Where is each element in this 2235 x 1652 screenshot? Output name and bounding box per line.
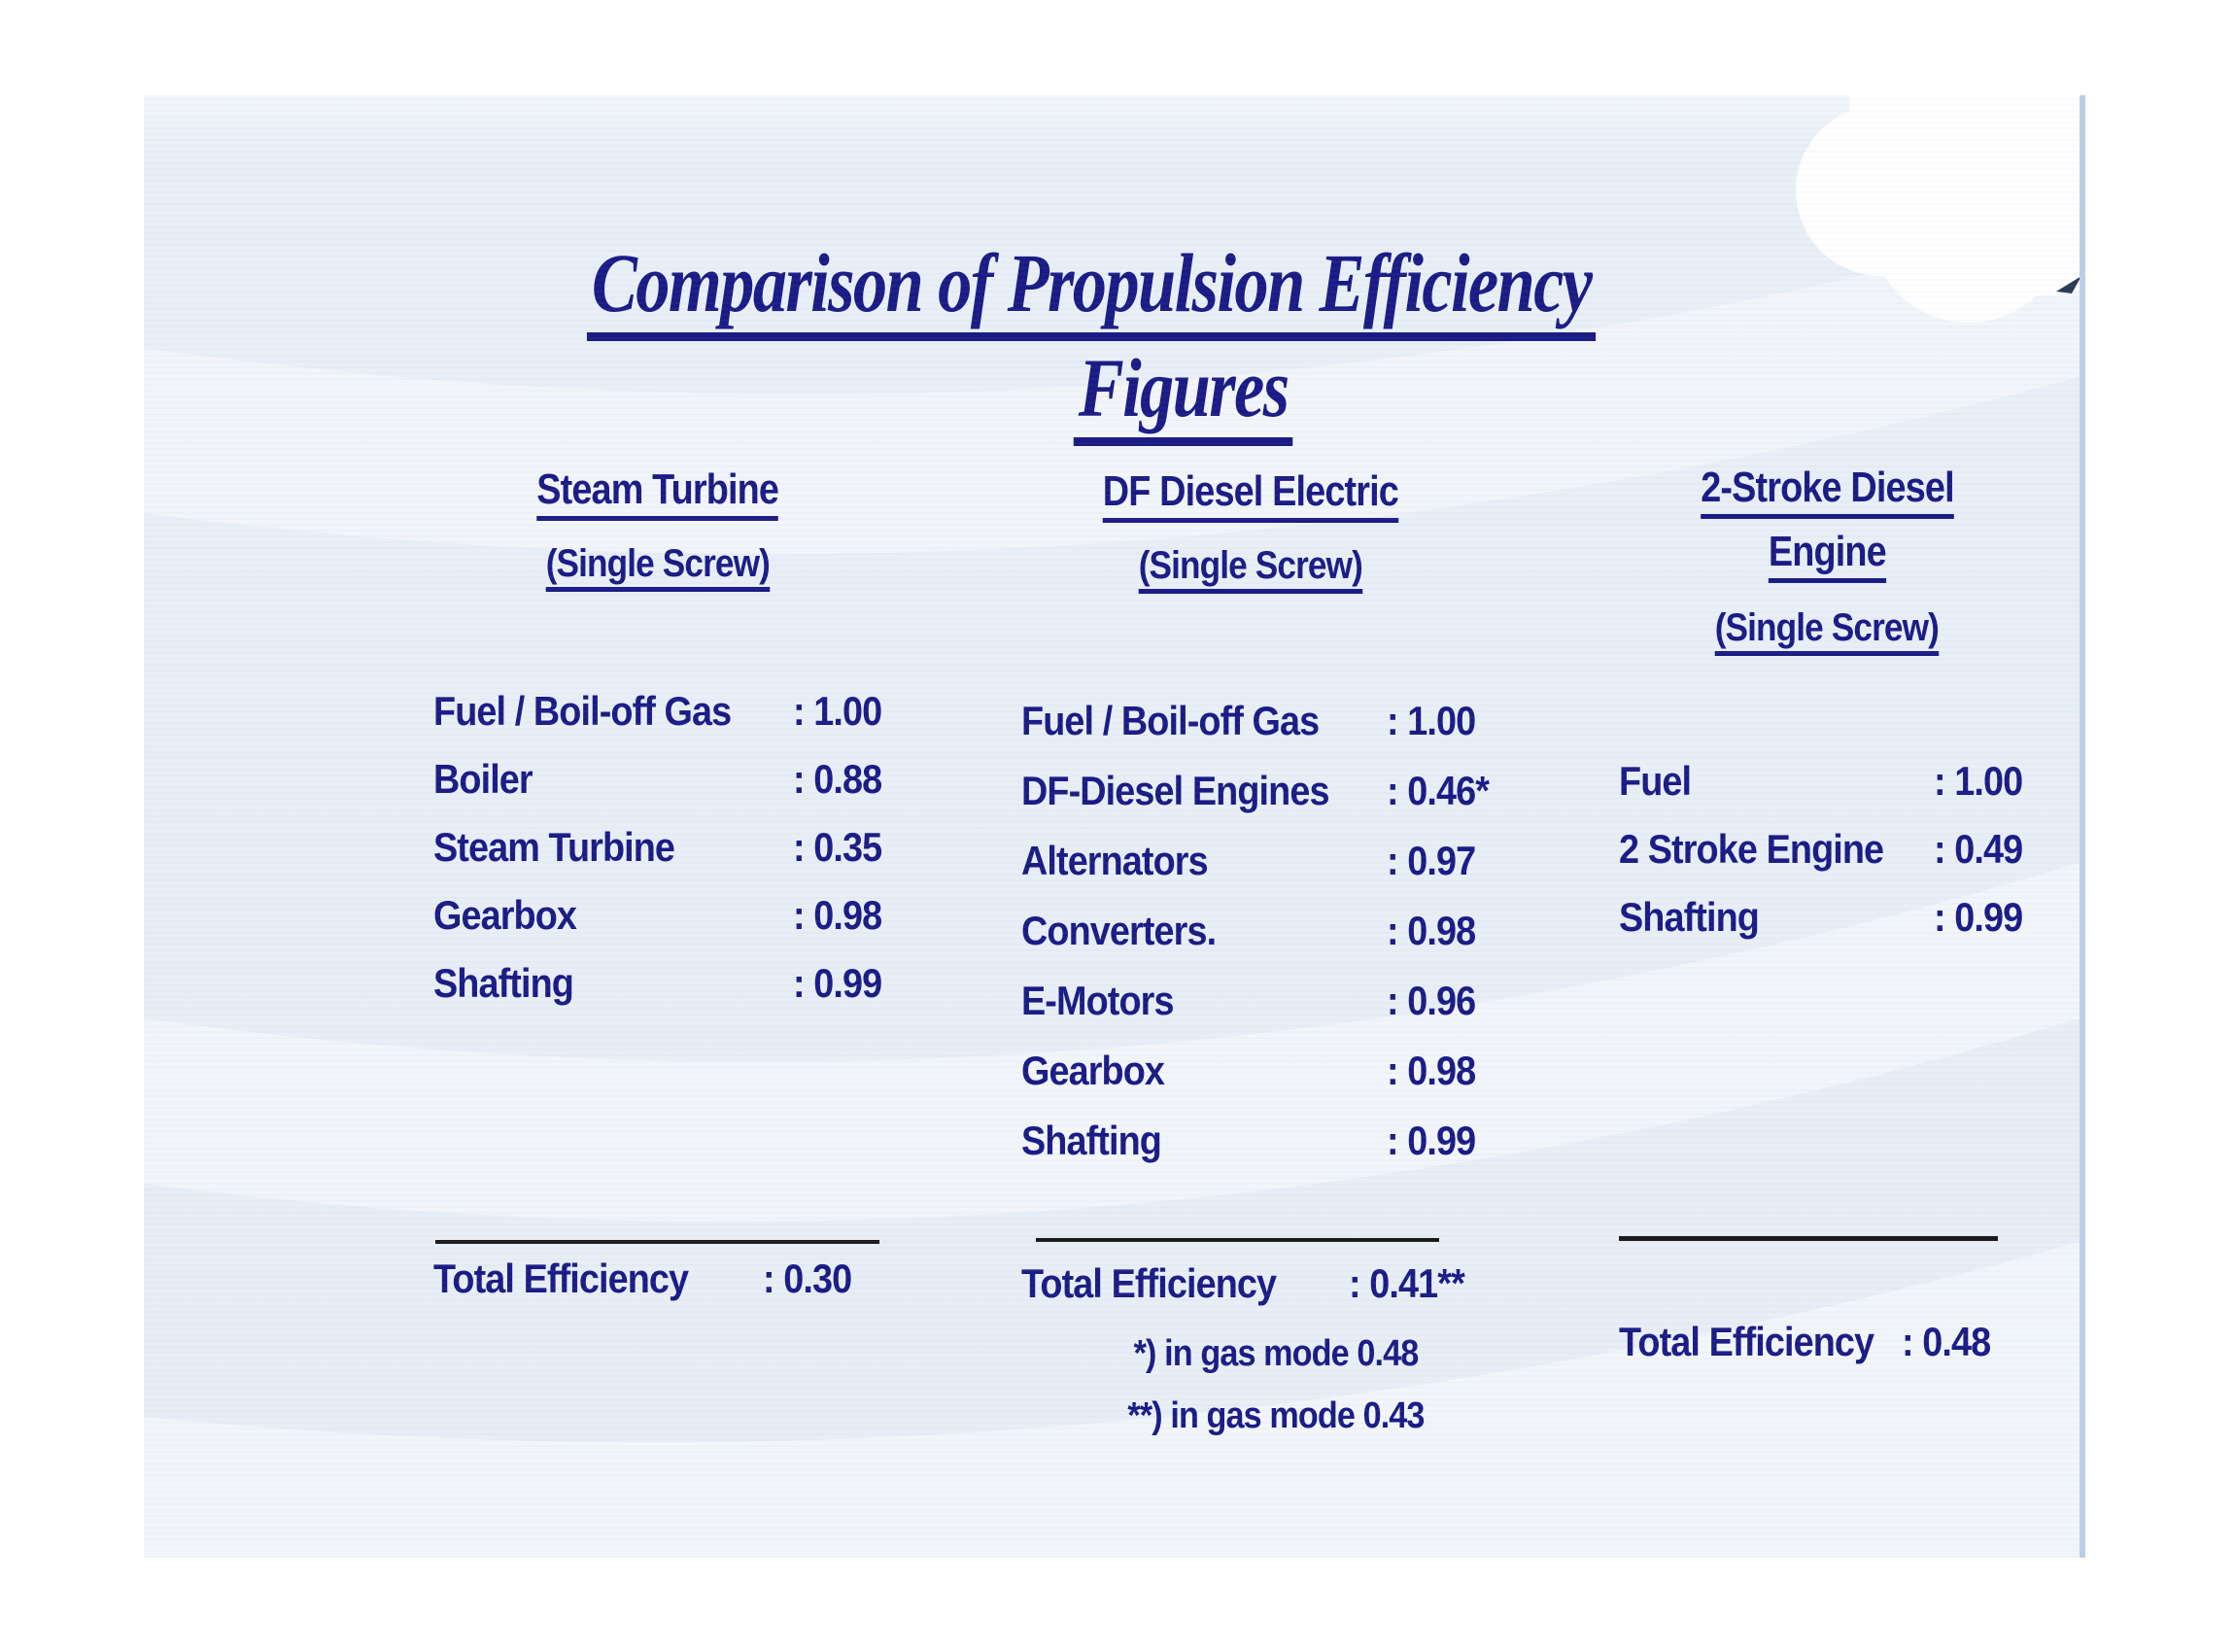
item-value: : 1.00 [793, 688, 882, 734]
efficiency-list-2-stroke-diesel: Fuel : 1.00 2 Stroke Engine : 0.49 Shaft… [1619, 758, 2035, 964]
item-value: : 1.00 [1387, 698, 1476, 743]
wave-band-middle [144, 863, 2080, 1222]
column-subheader-text: (Single Screw) [545, 544, 771, 592]
item-value: : 0.49 [1934, 826, 2023, 872]
item-value: : 0.98 [793, 892, 882, 938]
total-value: : 0.41** [1349, 1260, 1465, 1306]
list-item: Alternators : 0.97 [1021, 838, 1480, 910]
wave-band-lower [144, 1242, 2080, 1558]
column-subheader-2-stroke-diesel: (Single Screw) [1619, 608, 2035, 656]
item-label: Alternators [1021, 838, 1209, 883]
wave-band-upper [144, 222, 2080, 555]
list-item: DF-Diesel Engines : 0.46* [1021, 768, 1490, 840]
column-subheader-steam-turbine: (Single Screw) [433, 544, 882, 592]
item-label: Shafting [1619, 894, 1760, 940]
total-row-steam-turbine: Total Efficiency : 0.30 [433, 1256, 882, 1301]
item-label: Boiler [433, 756, 533, 802]
footnotes: *) in gas mode 0.48 **) in gas mode 0.43 [1043, 1335, 1509, 1434]
item-value: : 0.99 [793, 960, 882, 1006]
page-title-line-1: Comparison of Propulsion Efficiency [586, 241, 1597, 341]
column-header-df-diesel-electric: DF Diesel Electric [1021, 470, 1480, 523]
item-value: : 0.46* [1387, 768, 1490, 813]
item-label: Fuel / Boil-off Gas [433, 688, 732, 734]
item-value: : 0.35 [793, 824, 882, 870]
list-item: Steam Turbine : 0.35 [433, 824, 882, 894]
total-separator-line [1619, 1236, 1998, 1241]
corner-white-blob [1796, 95, 2080, 323]
item-label: Shafting [1021, 1118, 1162, 1163]
item-label: Converters. [1021, 908, 1217, 953]
item-value: : 0.99 [1387, 1118, 1476, 1163]
total-separator-line [435, 1240, 879, 1244]
column-header-text: Steam Turbine [536, 468, 779, 521]
total-label: Total Efficiency [1021, 1260, 1277, 1306]
page-title-line-2: Figures [1074, 346, 1293, 446]
list-item: 2 Stroke Engine : 0.49 [1619, 826, 2035, 896]
item-value: : 1.00 [1934, 758, 2023, 804]
item-value: : 0.88 [793, 756, 882, 802]
list-item: Shafting : 0.99 [1619, 894, 2035, 964]
item-value: : 0.97 [1387, 838, 1476, 883]
item-label: Steam Turbine [433, 824, 675, 870]
total-value: : 0.48 [1902, 1319, 1991, 1364]
total-row-2-stroke-diesel: Total Efficiency : 0.48 [1619, 1319, 2035, 1364]
item-label: Gearbox [433, 892, 577, 938]
list-item: Boiler : 0.88 [433, 756, 882, 826]
total-separator-line [1036, 1238, 1439, 1242]
list-item: Fuel / Boil-off Gas : 1.00 [1021, 698, 1480, 770]
item-label: Fuel / Boil-off Gas [1021, 698, 1320, 743]
total-value: : 0.30 [763, 1256, 852, 1301]
list-item: Gearbox : 0.98 [433, 892, 882, 962]
item-value: : 0.96 [1387, 978, 1476, 1023]
footnote-gas-mode-double-star: **) in gas mode 0.43 [1127, 1395, 1425, 1436]
item-value: : 0.98 [1387, 1048, 1476, 1093]
slide: Comparison of Propulsion Efficiency Figu… [144, 95, 2085, 1558]
list-item: Shafting : 0.99 [1021, 1119, 1480, 1189]
list-item: E-Motors : 0.96 [1021, 978, 1480, 1050]
column-header-text: DF Diesel Electric [1102, 470, 1399, 523]
column-header-2-stroke-diesel: 2-Stroke Diesel Engine [1619, 466, 2035, 583]
item-value: : 0.98 [1387, 908, 1476, 953]
item-label: DF-Diesel Engines [1021, 768, 1329, 813]
list-item: Shafting : 0.99 [433, 960, 882, 1030]
column-header-steam-turbine: Steam Turbine [433, 468, 882, 521]
item-value: : 0.99 [1934, 894, 2023, 940]
efficiency-list-df-diesel-electric: Fuel / Boil-off Gas : 1.00 DF-Diesel Eng… [1021, 698, 1490, 1189]
background-wave-art [144, 95, 2080, 1558]
list-item: Fuel : 1.00 [1619, 758, 2035, 828]
corner-pen-mark [2056, 277, 2080, 293]
footnote-gas-mode-single-star: *) in gas mode 0.48 [1133, 1333, 1420, 1374]
page-title-line-2-wrap: Figures [479, 346, 1888, 446]
item-label: 2 Stroke Engine [1619, 826, 1884, 872]
list-item: Fuel / Boil-off Gas : 1.00 [433, 688, 882, 758]
efficiency-list-steam-turbine: Fuel / Boil-off Gas : 1.00 Boiler : 0.88… [433, 688, 882, 1030]
column-header-text-line-1: 2-Stroke Diesel [1700, 466, 1954, 519]
total-label: Total Efficiency [1619, 1319, 1874, 1364]
column-header-text-line-2: Engine [1768, 531, 1886, 583]
column-subheader-text: (Single Screw) [1714, 608, 1940, 656]
item-label: Gearbox [1021, 1048, 1165, 1093]
list-item: Gearbox : 0.98 [1021, 1048, 1480, 1119]
page-title: Comparison of Propulsion Efficiency [387, 241, 1796, 341]
list-item: Converters. : 0.98 [1021, 908, 1480, 980]
column-subheader-df-diesel-electric: (Single Screw) [1021, 546, 1480, 594]
item-label: E-Motors [1021, 978, 1174, 1023]
total-row-df-diesel-electric: Total Efficiency : 0.41** [1021, 1260, 1480, 1306]
item-label: Shafting [433, 960, 574, 1006]
item-label: Fuel [1619, 758, 1692, 804]
column-subheader-text: (Single Screw) [1138, 546, 1363, 594]
total-label: Total Efficiency [433, 1256, 689, 1301]
